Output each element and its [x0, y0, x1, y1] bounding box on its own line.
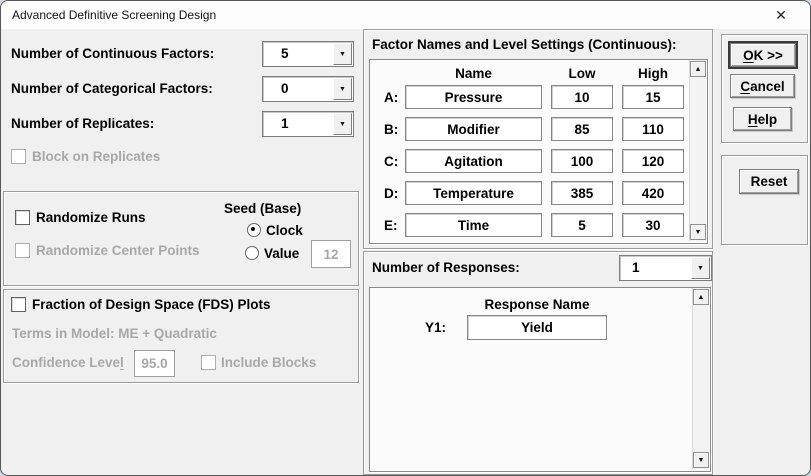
- response-name-input[interactable]: [467, 315, 607, 340]
- factors-header-name: Name: [455, 66, 492, 81]
- fds-group: [3, 289, 359, 383]
- randomize-runs-checkbox[interactable]: [15, 210, 30, 225]
- factor-name-input[interactable]: [405, 117, 542, 141]
- reset-button-group: [721, 155, 808, 245]
- close-icon[interactable]: ✕: [775, 7, 787, 23]
- seed-value-label: Value: [264, 246, 300, 261]
- factor-name-input[interactable]: [405, 213, 542, 237]
- response-name-header: Response Name: [484, 297, 590, 312]
- categorical-factors-label: Number of Categorical Factors:: [11, 81, 213, 96]
- main-buttons-group: [721, 34, 808, 143]
- factors-group-title: Factor Names and Level Settings (Continu…: [372, 37, 677, 52]
- factor-low-input[interactable]: [551, 181, 613, 205]
- seed-value-radio[interactable]: [245, 246, 259, 260]
- chevron-down-icon[interactable]: ▼: [333, 78, 352, 100]
- scroll-down-icon[interactable]: ▼: [690, 224, 706, 240]
- response-row-id: Y1:: [425, 320, 447, 335]
- titlebar: Advanced Definitive Screening Design ✕: [1, 1, 810, 29]
- factor-high-input[interactable]: [622, 85, 684, 109]
- factor-low-input[interactable]: [551, 213, 613, 237]
- replicates-label: Number of Replicates:: [11, 116, 155, 131]
- continuous-factors-select[interactable]: 5 ▼: [262, 41, 354, 67]
- factor-high-input[interactable]: [622, 117, 684, 141]
- factors-panel: Name Low High A: B: C: D: E: ▲ ▼: [369, 59, 708, 244]
- factor-row-id: D:: [384, 186, 399, 201]
- seed-value-input: [311, 240, 351, 268]
- scroll-up-icon[interactable]: ▲: [693, 289, 709, 305]
- seed-clock-radio[interactable]: [247, 223, 261, 237]
- responses-count-label: Number of Responses:: [372, 260, 520, 275]
- factor-low-input[interactable]: [551, 149, 613, 173]
- randomize-center-points-label: Randomize Center Points: [36, 243, 200, 258]
- randomize-runs-label: Randomize Runs: [36, 210, 146, 225]
- factor-name-input[interactable]: [405, 85, 542, 109]
- responses-scrollbar[interactable]: ▲ ▼: [692, 288, 709, 469]
- factor-high-input[interactable]: [622, 149, 684, 173]
- factor-row-id: E:: [384, 218, 398, 233]
- confidence-level-input: [134, 350, 175, 377]
- scroll-down-icon[interactable]: ▼: [693, 452, 709, 468]
- fds-plots-label: Fraction of Design Space (FDS) Plots: [32, 297, 271, 312]
- categorical-factors-select[interactable]: 0 ▼: [262, 76, 354, 102]
- include-blocks-label: Include Blocks: [221, 355, 317, 370]
- factor-name-input[interactable]: [405, 149, 542, 173]
- factors-scrollbar[interactable]: ▲ ▼: [689, 60, 706, 241]
- block-on-replicates-checkbox: [11, 149, 26, 164]
- factors-group: [363, 29, 713, 249]
- replicates-value: 1: [281, 116, 289, 132]
- factor-row-id: A:: [384, 90, 399, 105]
- seed-base-label: Seed (Base): [224, 201, 302, 216]
- factor-low-input[interactable]: [551, 85, 613, 109]
- terms-in-model-label: Terms in Model: ME + Quadratic: [12, 326, 217, 341]
- chevron-down-icon[interactable]: ▼: [333, 113, 352, 135]
- responses-count-select[interactable]: 1 ▼: [619, 255, 712, 281]
- factor-high-input[interactable]: [622, 181, 684, 205]
- responses-panel: Response Name Y1: ▲ ▼: [369, 287, 711, 472]
- seed-clock-label: Clock: [266, 223, 303, 238]
- continuous-factors-value: 5: [281, 46, 289, 62]
- chevron-down-icon[interactable]: ▼: [691, 257, 710, 279]
- randomize-group: [3, 191, 359, 286]
- fds-plots-checkbox[interactable]: [11, 297, 26, 312]
- factor-row-id: B:: [384, 122, 399, 137]
- include-blocks-checkbox: [201, 355, 216, 370]
- replicates-select[interactable]: 1 ▼: [262, 111, 354, 137]
- continuous-factors-label: Number of Continuous Factors:: [11, 46, 215, 61]
- randomize-center-points-checkbox: [15, 243, 30, 258]
- factor-name-input[interactable]: [405, 181, 542, 205]
- scroll-up-icon[interactable]: ▲: [690, 61, 706, 77]
- factor-high-input[interactable]: [622, 213, 684, 237]
- chevron-down-icon[interactable]: ▼: [333, 43, 352, 65]
- block-on-replicates-label: Block on Replicates: [32, 149, 161, 164]
- reset-button[interactable]: Reset: [739, 169, 799, 194]
- dialog-title: Advanced Definitive Screening Design: [12, 8, 217, 22]
- factor-low-input[interactable]: [551, 117, 613, 141]
- factors-header-high: High: [638, 66, 668, 81]
- factors-header-low: Low: [568, 66, 596, 81]
- categorical-factors-value: 0: [281, 81, 289, 97]
- confidence-level-label: Confidence Level: [12, 355, 124, 370]
- responses-group: [363, 251, 713, 475]
- factor-row-id: C:: [384, 154, 399, 169]
- responses-count-value: 1: [632, 260, 640, 276]
